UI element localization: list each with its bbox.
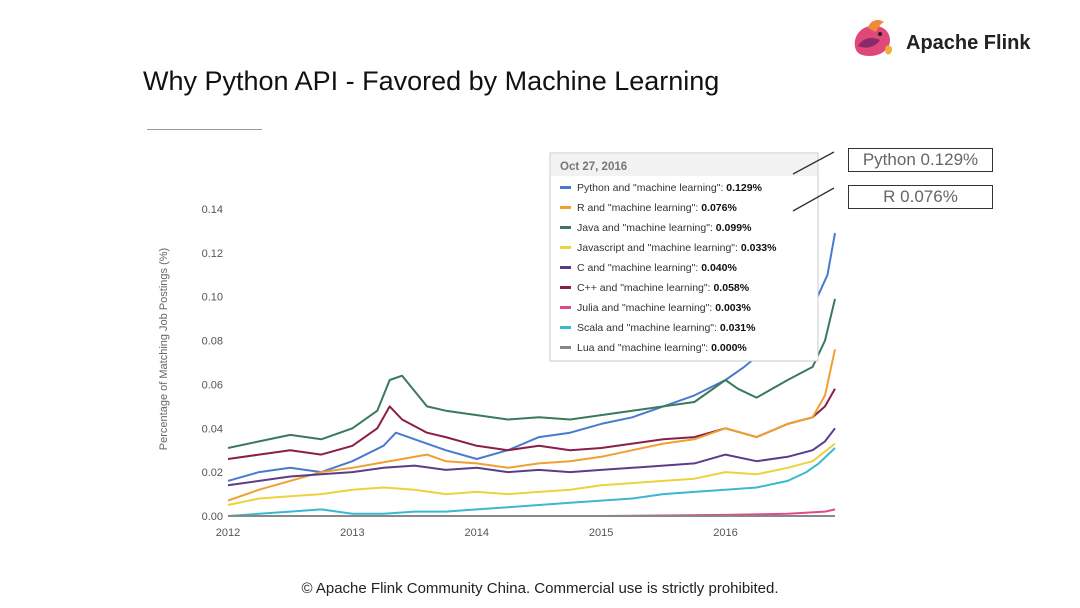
title-underline	[147, 129, 262, 130]
y-tick-label: 0.04	[202, 423, 223, 435]
series-line	[227, 298, 836, 449]
y-tick-labels: 0.14 0.12 0.10 0.08 0.06 0.04 0.02 0.00	[202, 204, 223, 523]
y-tick-label: 0.02	[202, 467, 223, 479]
tooltip-date: Oct 27, 2016	[560, 161, 627, 173]
x-tick-label: 2012	[216, 527, 240, 539]
legend-swatch	[560, 346, 571, 349]
legend-entry: Lua and "machine learning": 0.000%	[577, 342, 747, 354]
y-tick-label: 0.10	[202, 292, 223, 304]
legend-entry: C++ and "machine learning": 0.058%	[577, 282, 750, 294]
legend-entry: R and "machine learning": 0.076%	[577, 202, 737, 214]
x-tick-labels: 2012 2013 2014 2015 2016	[216, 527, 738, 539]
legend-entry: Julia and "machine learning": 0.003%	[577, 302, 751, 314]
slide-title: Why Python API - Favored by Machine Lear…	[143, 66, 720, 96]
legend-swatch	[560, 186, 571, 189]
copyright-footer: © Apache Flink Community China. Commerci…	[301, 580, 779, 597]
python-annotation: Python 0.129%	[848, 148, 993, 172]
legend-entry: Scala and "machine learning": 0.031%	[577, 322, 756, 334]
legend-entry: Javascript and "machine learning": 0.033…	[577, 242, 777, 254]
legend-swatch	[560, 206, 571, 209]
legend-swatch	[560, 246, 571, 249]
legend-swatch	[560, 286, 571, 289]
x-tick-label: 2014	[465, 527, 489, 539]
python-callout-line	[792, 151, 835, 175]
series-line	[227, 442, 836, 506]
y-tick-label: 0.08	[202, 336, 223, 348]
y-tick-label: 0.14	[202, 204, 223, 216]
squirrel-logo-icon	[854, 20, 893, 56]
legend-swatch	[560, 226, 571, 229]
tooltip-entries: Python and "machine learning": 0.129% R a…	[560, 182, 777, 354]
x-tick-label: 2013	[340, 527, 364, 539]
legend-entry: Java and "machine learning": 0.099%	[577, 222, 752, 234]
legend-swatch	[560, 306, 571, 309]
legend-swatch	[560, 326, 571, 329]
x-tick-label: 2016	[713, 527, 737, 539]
tooltip-header	[551, 154, 817, 176]
y-tick-label: 0.06	[202, 379, 223, 391]
y-tick-label: 0.12	[202, 248, 223, 260]
r-annotation: R 0.076%	[848, 185, 993, 209]
series-line	[227, 349, 836, 502]
y-axis-label: Percentage of Matching Job Postings (%)	[158, 248, 170, 450]
legend-entry: C and "machine learning": 0.040%	[577, 262, 737, 274]
tooltip: Oct 27, 2016 Python and "machine learnin…	[549, 152, 819, 362]
r-callout-line	[792, 187, 835, 212]
legend-swatch	[560, 266, 571, 269]
legend-entry: Python and "machine learning": 0.129%	[577, 182, 763, 194]
series-line	[227, 447, 836, 517]
tooltip-box	[549, 152, 819, 362]
y-tick-label: 0.00	[202, 511, 223, 523]
x-tick-label: 2015	[589, 527, 613, 539]
apache-flink-logo: Apache Flink	[850, 16, 1050, 62]
series-line	[227, 427, 836, 487]
logo-text: Apache Flink	[906, 32, 1031, 54]
series-line	[227, 388, 836, 460]
